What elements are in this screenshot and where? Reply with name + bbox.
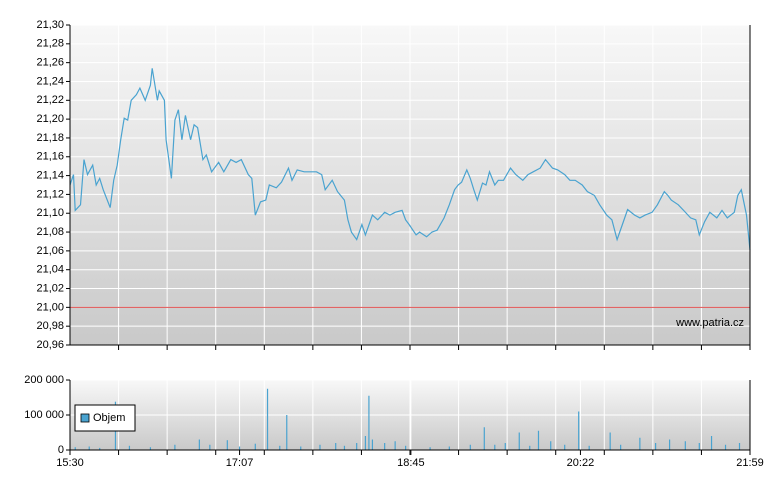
volume-bar <box>483 427 485 450</box>
y-tick-label: 0 <box>58 444 64 456</box>
volume-bar <box>198 439 200 450</box>
volume-bar <box>698 443 700 450</box>
volume-bar <box>469 444 471 450</box>
volume-bar <box>448 446 450 450</box>
volume-bar <box>266 388 269 450</box>
volume-bar <box>639 437 641 450</box>
volume-bar <box>149 447 152 450</box>
y-tick-label: 21,24 <box>36 75 64 87</box>
volume-bar <box>300 446 302 450</box>
y-tick-label: 21,16 <box>36 151 64 163</box>
volume-bar <box>286 415 288 450</box>
legend-swatch <box>80 413 90 423</box>
volume-bar <box>529 445 531 450</box>
volume-bar <box>128 445 131 450</box>
y-tick-label: 21,14 <box>36 169 64 181</box>
volume-bar <box>609 432 611 450</box>
y-tick-label: 21,00 <box>36 301 64 313</box>
y-tick-label: 21,30 <box>36 19 64 31</box>
volume-bar <box>494 444 496 450</box>
volume-bar <box>710 436 713 450</box>
volume-bar <box>88 446 90 450</box>
volume-bar <box>684 441 686 450</box>
y-tick-label: 21,04 <box>36 264 64 276</box>
volume-bar <box>384 443 386 450</box>
volume-bar <box>537 430 540 450</box>
volume-bar <box>364 436 367 450</box>
y-tick-label: 200 000 <box>24 374 64 386</box>
source-label: www.patria.cz <box>675 317 744 329</box>
volume-bar <box>655 443 657 450</box>
volume-bar <box>371 439 374 450</box>
legend-label: Objem <box>93 412 125 424</box>
price-line <box>69 68 751 250</box>
x-tick-label: 18:45 <box>397 457 425 469</box>
x-tick-label: 21:59 <box>736 457 764 469</box>
volume-bar <box>74 447 76 450</box>
y-tick-label: 21,12 <box>36 188 64 200</box>
volume-bar <box>738 443 741 450</box>
volume-bar <box>99 447 101 450</box>
y-tick-label: 21,26 <box>36 57 64 69</box>
volume-bar <box>405 445 407 450</box>
volume-bar <box>335 443 337 450</box>
volume-bar <box>254 443 256 450</box>
volume-bar <box>343 445 346 450</box>
volume-bar <box>620 444 622 450</box>
volume-bar <box>668 439 671 450</box>
volume-bar <box>724 444 727 450</box>
y-tick-label: 21,20 <box>36 113 64 125</box>
y-tick-label: 21,08 <box>36 226 64 238</box>
volume-bar <box>226 440 228 450</box>
y-tick-label: 20,96 <box>36 339 64 351</box>
y-tick-label: 21,28 <box>36 38 64 50</box>
volume-bar <box>564 444 566 450</box>
volume-bar <box>279 445 281 450</box>
y-tick-label: 100 000 <box>24 409 64 421</box>
volume-bar <box>238 446 241 450</box>
volume-bar <box>319 444 321 450</box>
volume-bar <box>578 411 580 450</box>
y-tick-label: 21,02 <box>36 282 64 294</box>
volume-bar <box>588 445 590 450</box>
volume-bar <box>518 432 520 450</box>
x-tick-label: 17:07 <box>226 457 254 469</box>
x-tick-label: 15:30 <box>56 457 84 469</box>
volume-bar <box>550 441 552 450</box>
volume-bar <box>174 444 176 450</box>
x-tick-label: 20:22 <box>567 457 595 469</box>
volume-bar <box>504 443 506 450</box>
y-tick-label: 21,10 <box>36 207 64 219</box>
volume-bar <box>368 395 370 450</box>
y-tick-label: 21,18 <box>36 132 64 144</box>
volume-bar <box>356 443 358 450</box>
y-tick-label: 20,98 <box>36 320 64 332</box>
volume-bar <box>394 441 396 450</box>
y-tick-label: 21,22 <box>36 94 64 106</box>
y-tick-label: 21,06 <box>36 245 64 257</box>
volume-bar <box>429 447 431 450</box>
volume-bar <box>209 444 211 450</box>
